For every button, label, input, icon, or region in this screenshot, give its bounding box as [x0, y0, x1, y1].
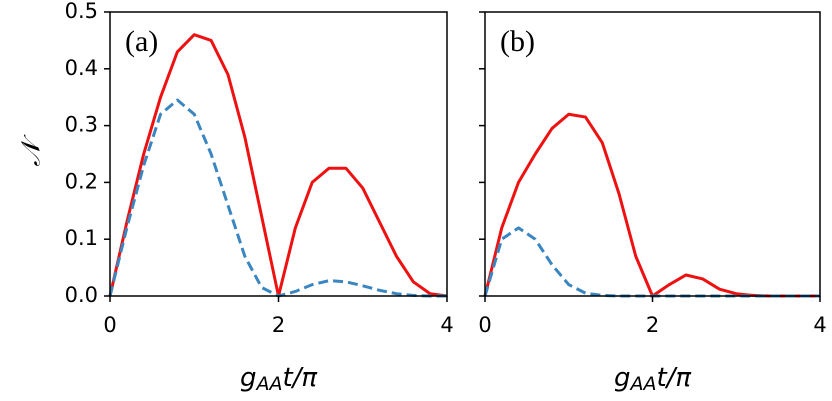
x-tick-label: 4	[813, 313, 826, 337]
data-line	[108, 33, 448, 298]
x-label-base: g	[240, 363, 257, 393]
x-axis-label: gAAt/π	[614, 363, 691, 395]
x-label-sub: AA	[254, 373, 282, 395]
panel-label: (a)	[125, 25, 158, 58]
data-line	[108, 98, 447, 298]
y-tick-label: 0.4	[65, 56, 98, 80]
x-tick-label: 4	[440, 313, 453, 337]
x-tick-label: 0	[478, 313, 491, 337]
x-tick-label: 0	[103, 313, 116, 337]
x-tick-label: 2	[646, 313, 659, 337]
data-line	[483, 226, 820, 298]
x-label-rest: t/π	[282, 363, 317, 393]
x-axis-label: gAAt/π	[240, 363, 317, 395]
x-tick-label: 2	[272, 313, 285, 337]
y-tick-label: 0.0	[65, 283, 98, 307]
x-label-rest: t/π	[656, 363, 691, 393]
y-tick-label: 0.1	[65, 226, 98, 250]
y-tick-label: 0.5	[65, 0, 98, 23]
panel-label: (b)	[500, 25, 535, 58]
x-label-base: g	[614, 363, 631, 393]
y-tick-label: 0.3	[65, 113, 98, 137]
y-tick-label: 0.2	[65, 169, 98, 193]
x-label-sub: AA	[628, 373, 656, 395]
data-line	[483, 112, 820, 298]
y-axis-label: 𝒩	[17, 133, 47, 166]
